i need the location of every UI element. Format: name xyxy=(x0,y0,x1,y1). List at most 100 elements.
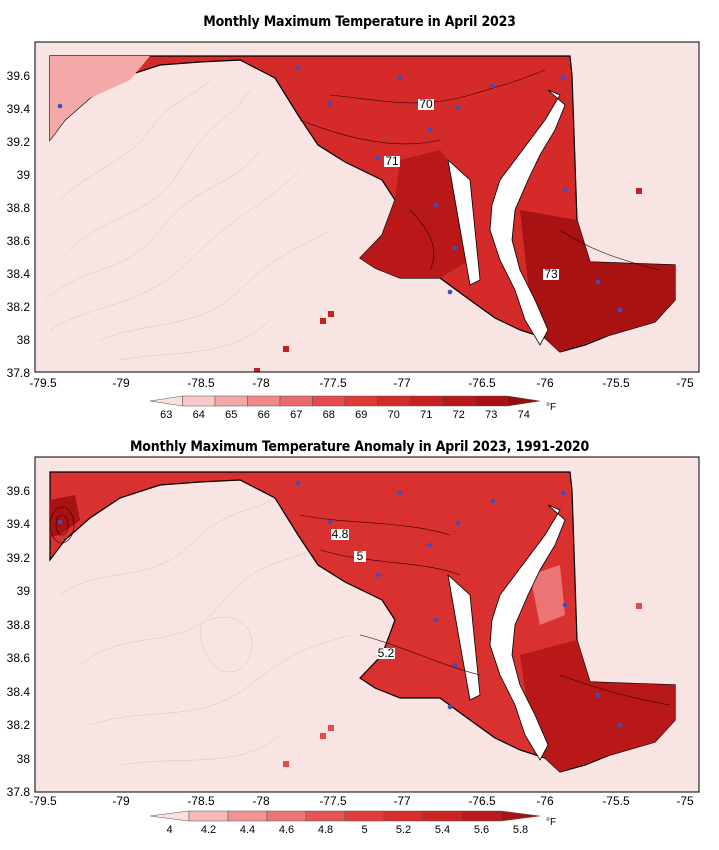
colorbar-label: 4.6 xyxy=(279,824,294,836)
contour-labels: 70 71 73 xyxy=(384,97,559,281)
colorbar-label: 5.4 xyxy=(435,824,450,836)
colorbar-swatch xyxy=(182,395,216,407)
y-tick-label: 37.8 xyxy=(7,785,31,799)
colorbar-label: 70 xyxy=(388,409,400,421)
y-tick-label: 39.4 xyxy=(7,102,31,116)
y-tick-label: 39 xyxy=(17,168,31,182)
x-tick-label: -77.5 xyxy=(319,376,347,390)
colorbar-swatch xyxy=(344,810,385,822)
x-tick-label: -78.5 xyxy=(187,376,215,390)
colorbar-label: 64 xyxy=(193,409,205,421)
state-contours xyxy=(299,69,661,271)
x-tick-label: -77.5 xyxy=(319,794,347,808)
western-cool-region xyxy=(50,56,150,140)
colorbar-swatch xyxy=(266,810,307,822)
colorbar-swatch xyxy=(409,395,443,407)
colorbar-label: 4.8 xyxy=(318,824,333,836)
y-tick-label: 39.6 xyxy=(7,69,31,83)
colorbar-swatch xyxy=(279,395,313,407)
eastern-shore-region xyxy=(520,640,675,772)
x-axis-ticks: -79.5 -79 -78.5 -78 -77.5 -77 -76.5 -76 … xyxy=(29,794,694,808)
colorbar-swatch xyxy=(461,810,502,822)
colorbar-label: 5.6 xyxy=(474,824,489,836)
x-tick-label: -79 xyxy=(112,794,130,808)
colorbar-unit: °F xyxy=(546,817,556,828)
chesapeake-bay xyxy=(489,504,566,761)
contour-label: 73 xyxy=(544,267,558,281)
background-contours xyxy=(44,79,331,361)
y-tick-label: 38 xyxy=(17,752,31,766)
y-tick-label: 38.8 xyxy=(7,201,31,215)
colorbar-label: 65 xyxy=(225,409,237,421)
contour-label: 5.2 xyxy=(378,646,395,660)
potomac-river xyxy=(447,573,481,701)
x-tick-label: -75 xyxy=(676,794,694,808)
y-tick-label: 38.2 xyxy=(7,300,31,314)
station-markers xyxy=(57,65,623,313)
colorbar-swatch xyxy=(188,810,229,822)
map-frame xyxy=(34,456,700,793)
x-tick-label: -75.5 xyxy=(602,376,630,390)
scattered-cells xyxy=(283,603,642,767)
colorbar-label: 5 xyxy=(361,824,367,836)
y-tick-label: 38.8 xyxy=(7,618,31,632)
bay-lighter-region xyxy=(530,565,565,625)
colorbar-label: 4.2 xyxy=(201,824,216,836)
y-axis-ticks: 39.6 39.4 39.2 39 38.8 38.6 38.4 38.2 38… xyxy=(7,69,31,380)
colorbar-swatch xyxy=(422,810,463,822)
x-tick-label: -78.5 xyxy=(187,794,215,808)
anomaly-map-panel: Monthly Maximum Temperature Anomaly in A… xyxy=(0,425,719,850)
x-tick-label: -77 xyxy=(393,376,411,390)
colorbar-label: 69 xyxy=(355,409,367,421)
southern-warm-region xyxy=(360,150,470,278)
colorbar-swatch xyxy=(507,395,541,407)
colorbar-label: 4 xyxy=(166,824,172,836)
y-tick-label: 38 xyxy=(17,333,31,347)
colorbar-label: 4.4 xyxy=(240,824,255,836)
y-tick-label: 38.6 xyxy=(7,234,31,248)
y-tick-label: 38.4 xyxy=(7,267,31,281)
station-markers xyxy=(57,480,623,728)
colorbar: 63 64 65 66 67 68 69 70 71 72 73 74 °F xyxy=(149,395,556,421)
contour-label: 5 xyxy=(357,549,364,563)
colorbar-swatch xyxy=(149,395,183,407)
colorbar-swatch xyxy=(149,810,190,822)
colorbar-swatch xyxy=(214,395,248,407)
contour-labels: 4.8 5 5.2 xyxy=(331,527,395,660)
map-frame xyxy=(34,41,700,373)
x-tick-label: -79 xyxy=(112,376,130,390)
contour-label: 70 xyxy=(419,97,433,111)
y-tick-label: 39.6 xyxy=(7,484,31,498)
y-tick-label: 39.4 xyxy=(7,517,31,531)
colorbar-swatch xyxy=(305,810,346,822)
x-tick-label: -76 xyxy=(536,376,554,390)
colorbar-swatch xyxy=(377,395,411,407)
map-title: Monthly Maximum Temperature Anomaly in A… xyxy=(129,439,590,455)
colorbar-label: 5.2 xyxy=(396,824,411,836)
contour-label: 4.8 xyxy=(332,527,349,541)
colorbar-swatch xyxy=(247,395,281,407)
colorbar-swatch xyxy=(344,395,378,407)
y-tick-label: 38.2 xyxy=(7,718,31,732)
colorbar-swatch xyxy=(442,395,476,407)
y-tick-label: 39.2 xyxy=(7,135,31,149)
colorbar-label: 5.8 xyxy=(513,824,528,836)
colorbar-label: 71 xyxy=(420,409,432,421)
x-axis-ticks: -79.5 -79 -78.5 -78 -77.5 -77 -76.5 -76 … xyxy=(29,376,694,390)
x-tick-label: -78 xyxy=(252,794,270,808)
y-axis-ticks: 39.6 39.4 39.2 39 38.8 38.6 38.4 38.2 38… xyxy=(7,484,31,799)
potomac-river xyxy=(447,158,481,286)
colorbar-swatch xyxy=(474,395,508,407)
colorbar-swatch xyxy=(312,395,346,407)
x-tick-label: -76.5 xyxy=(468,376,496,390)
scattered-cells xyxy=(254,188,642,372)
colorbar: 4 4.2 4.4 4.6 4.8 5 5.2 5.4 5.6 5.8 °F xyxy=(149,810,556,836)
contour-label: 71 xyxy=(385,154,399,168)
state-contours xyxy=(49,506,671,706)
temperature-map: 70 71 73 -79.5 -79 -78.5 -78 -77. xyxy=(7,41,700,421)
x-tick-label: -76 xyxy=(536,794,554,808)
colorbar-swatch xyxy=(383,810,424,822)
colorbar-unit: °F xyxy=(546,402,556,413)
background-contours xyxy=(59,494,351,766)
x-tick-label: -75 xyxy=(676,376,694,390)
